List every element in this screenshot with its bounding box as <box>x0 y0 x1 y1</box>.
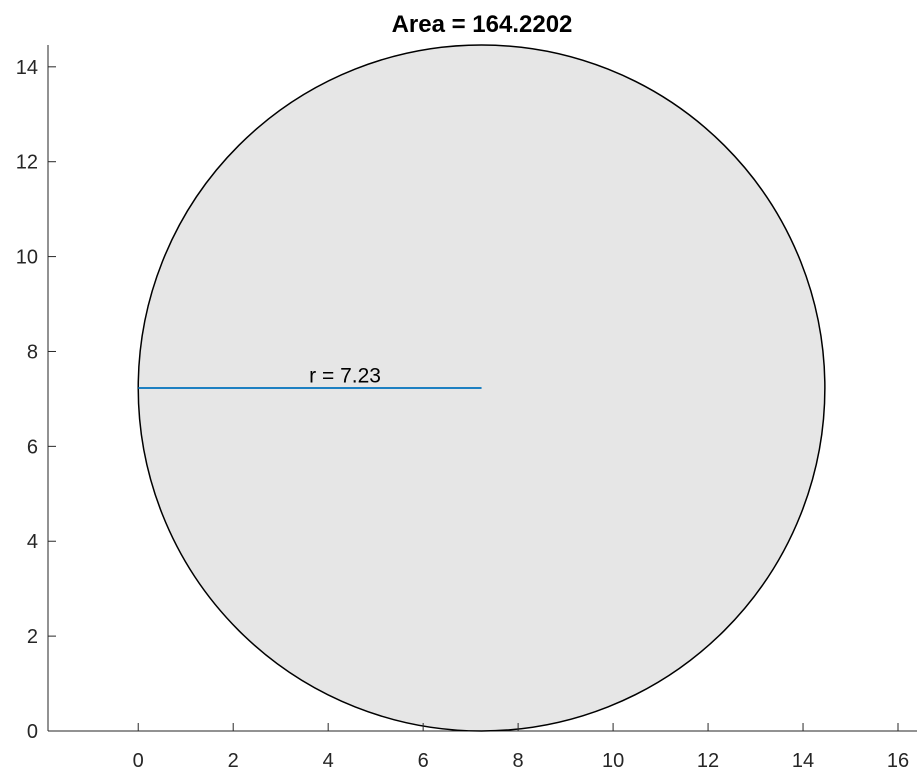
y-tick-label: 2 <box>27 626 38 648</box>
x-tick-label: 2 <box>228 750 239 772</box>
y-tick-label: 14 <box>16 57 38 79</box>
x-tick-label: 12 <box>697 750 719 772</box>
x-tick-label: 14 <box>792 750 814 772</box>
ticks-layer: 0 2 4 6 8 10 12 14 16 0 2 4 6 8 10 12 14 <box>16 57 909 772</box>
y-tick-label: 0 <box>27 721 38 743</box>
y-tick-label: 8 <box>27 341 38 363</box>
x-tick-label: 8 <box>513 750 524 772</box>
y-tick-label: 12 <box>16 152 38 174</box>
plot-layer: r = 7.23 <box>137 44 826 732</box>
x-tick-label: 4 <box>323 750 334 772</box>
x-tick-label: 10 <box>602 750 624 772</box>
y-tick-label: 6 <box>27 436 38 458</box>
x-tick-label: 0 <box>133 750 144 772</box>
x-tick-label: 6 <box>418 750 429 772</box>
y-tick-label: 10 <box>16 247 38 269</box>
radius-annotation: r = 7.23 <box>309 364 381 387</box>
y-tick-label: 4 <box>27 531 38 553</box>
x-tick-label: 16 <box>887 750 909 772</box>
chart-title: Area = 164.2202 <box>392 11 573 38</box>
